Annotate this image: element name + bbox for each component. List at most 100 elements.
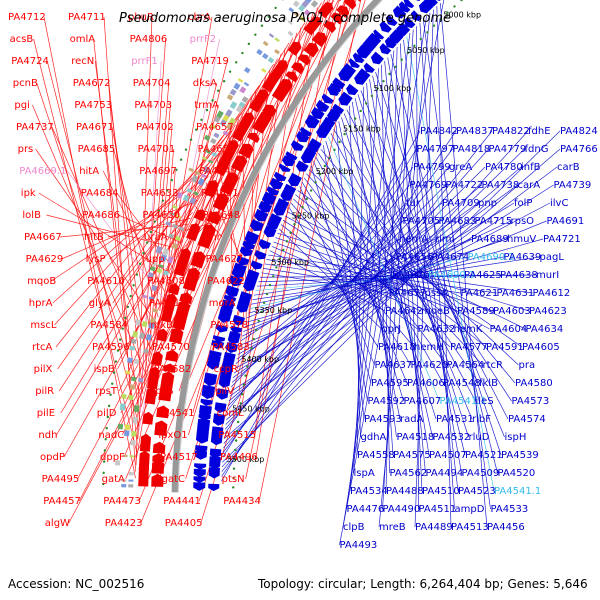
gene-label: oprJ bbox=[382, 324, 402, 335]
kbp-label: 5350 kbp bbox=[255, 306, 293, 315]
content-tile bbox=[238, 101, 246, 108]
reverse-gene-arrow bbox=[199, 404, 212, 417]
reverse-gene-arrow bbox=[232, 314, 246, 326]
gene-label: PA4531 bbox=[436, 414, 474, 425]
content-tile bbox=[132, 330, 139, 338]
gene-label: moeB bbox=[421, 306, 450, 317]
content-tile bbox=[143, 348, 149, 354]
tick-dot bbox=[242, 383, 246, 387]
gene-label: PA4712 bbox=[8, 12, 46, 23]
gene-label: PA4799 bbox=[413, 162, 451, 173]
gene-label: PA4489 bbox=[415, 522, 453, 533]
content-tile bbox=[243, 81, 250, 87]
content-tile bbox=[152, 308, 159, 313]
gene-label: pcnB bbox=[13, 78, 38, 89]
forward-gene-arrow bbox=[165, 349, 179, 363]
forward-gene-arrow bbox=[272, 60, 289, 77]
content-tile bbox=[274, 48, 280, 55]
reverse-gene-arrow bbox=[273, 171, 287, 182]
tick-dot bbox=[236, 420, 240, 424]
gene-label: PA4689 bbox=[471, 234, 509, 245]
label-connector bbox=[140, 60, 228, 407]
content-tile bbox=[211, 151, 218, 158]
gene-label: PA4737 bbox=[16, 122, 54, 133]
tick-dot bbox=[252, 337, 256, 341]
gene-label: prrF2 bbox=[190, 34, 217, 45]
gene-label: PA4684 bbox=[81, 188, 119, 199]
content-tile bbox=[288, 7, 295, 13]
tick-dot bbox=[234, 448, 237, 452]
content-tile bbox=[166, 256, 174, 264]
forward-gene-arrow bbox=[297, 54, 311, 66]
gene-label: PA4558 bbox=[357, 450, 395, 461]
reverse-gene-arrow bbox=[200, 398, 213, 407]
reverse-gene-arrow bbox=[346, 83, 359, 96]
label-connector bbox=[325, 141, 404, 402]
gene-label: PA4517 bbox=[160, 452, 198, 463]
gene-label: PA4627 bbox=[206, 254, 244, 265]
reverse-gene-arrow bbox=[403, 0, 415, 9]
label-connector bbox=[414, 9, 434, 528]
content-tile bbox=[182, 194, 190, 202]
content-tile bbox=[147, 271, 154, 279]
label-connector bbox=[333, 129, 512, 402]
gene-label: rimI bbox=[435, 234, 455, 245]
reverse-gene-arrow bbox=[396, 22, 411, 37]
gene-label: PA4630 bbox=[142, 210, 180, 221]
content-tile bbox=[243, 67, 251, 74]
gene-label: nfxB bbox=[150, 320, 173, 331]
gene-label: pagL bbox=[540, 252, 565, 263]
label-connector bbox=[43, 16, 136, 479]
reverse-gene-arrow bbox=[410, 10, 422, 22]
content-tile bbox=[121, 479, 127, 482]
reverse-gene-arrow bbox=[338, 91, 353, 106]
tick-dot bbox=[359, 109, 362, 113]
content-tile bbox=[261, 52, 269, 60]
kbp-label: 5250 kbp bbox=[292, 212, 330, 221]
forward-gene-arrow bbox=[179, 248, 192, 261]
content-tile bbox=[235, 104, 244, 113]
tick-dot bbox=[413, 44, 416, 48]
gene-label: phuR bbox=[128, 12, 154, 23]
label-connector bbox=[61, 200, 198, 260]
reverse-gene-arrow bbox=[209, 448, 222, 459]
forward-gene-arrow bbox=[262, 104, 277, 118]
gene-label: ptsN bbox=[222, 474, 245, 485]
reverse-gene-arrow bbox=[221, 360, 234, 373]
label-connector bbox=[33, 38, 138, 453]
tick-dot bbox=[111, 382, 114, 385]
gene-label: carB bbox=[557, 162, 580, 173]
reverse-gene-arrow bbox=[258, 200, 273, 213]
reverse-gene-arrow bbox=[354, 71, 369, 85]
reverse-gene-arrow bbox=[254, 250, 267, 260]
gene-label: gatC bbox=[162, 474, 185, 485]
tick-dot bbox=[234, 439, 238, 442]
tick-dot bbox=[129, 294, 132, 298]
forward-gene-arrow bbox=[192, 251, 206, 261]
gene-label: PA4634 bbox=[526, 324, 564, 335]
kbp-label: 5300 kbp bbox=[271, 258, 309, 267]
reverse-gene-arrow bbox=[211, 339, 225, 349]
content-tile bbox=[137, 377, 144, 383]
backbone-ring bbox=[171, 0, 383, 493]
gene-label: rpsT bbox=[95, 386, 118, 397]
reverse-gene-arrow bbox=[243, 281, 256, 292]
content-tile bbox=[148, 322, 155, 329]
content-tile bbox=[151, 261, 158, 266]
tick-dot bbox=[338, 140, 341, 144]
tick-dot bbox=[145, 241, 149, 244]
gene-label: PA4719 bbox=[191, 56, 229, 67]
tick-dot bbox=[453, 5, 456, 8]
gene-label: ileS bbox=[476, 396, 494, 407]
label-connector bbox=[278, 228, 382, 330]
gene-label: PA4509 bbox=[462, 468, 500, 479]
forward-gene-arrow bbox=[291, 62, 305, 75]
tick-dot bbox=[170, 178, 173, 182]
content-tile bbox=[141, 320, 148, 328]
gene-label: PA4511 bbox=[419, 504, 457, 515]
content-tile bbox=[256, 48, 263, 56]
content-tile bbox=[193, 191, 199, 196]
connector-lines bbox=[32, 0, 561, 546]
forward-gene-arrow bbox=[330, 12, 344, 25]
gene-label: PA4711 bbox=[68, 12, 106, 23]
